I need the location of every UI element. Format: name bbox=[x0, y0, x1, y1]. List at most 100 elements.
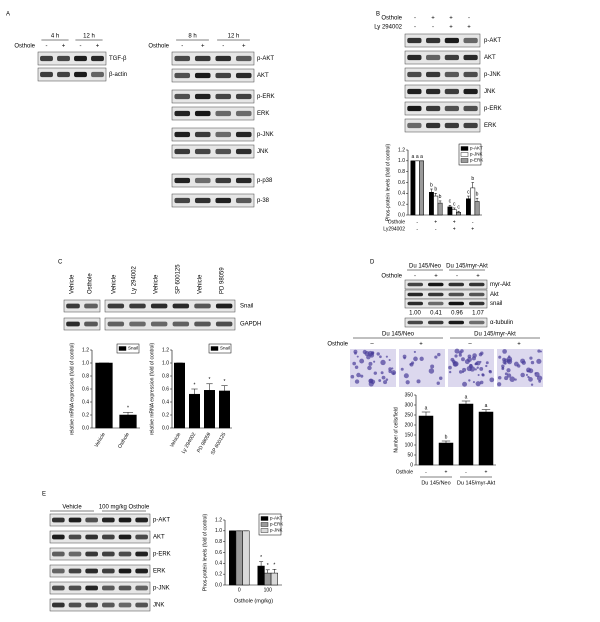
band-label: p-AKT bbox=[257, 56, 274, 62]
header: 8 h bbox=[188, 34, 196, 40]
cell bbox=[388, 367, 392, 371]
cell bbox=[536, 358, 542, 364]
blot-band bbox=[135, 551, 148, 557]
blot-band bbox=[135, 517, 148, 523]
ratio: 0.41 bbox=[430, 311, 442, 317]
sign: - bbox=[416, 219, 418, 225]
cell bbox=[479, 380, 484, 385]
cell bbox=[381, 375, 386, 380]
legend-box bbox=[208, 343, 232, 354]
blot-band bbox=[135, 602, 148, 608]
y-tick-label: 0.8 bbox=[82, 373, 89, 379]
blot-band bbox=[85, 534, 98, 540]
band-label: AKT bbox=[257, 73, 269, 79]
treatment: Osthole bbox=[14, 44, 35, 50]
cell bbox=[413, 356, 418, 362]
cell bbox=[400, 367, 404, 371]
bar bbox=[242, 530, 250, 586]
band-label: p-AKT bbox=[153, 518, 170, 524]
panel-letter: B bbox=[376, 12, 380, 18]
y-tick-label: 0.4 bbox=[215, 561, 222, 567]
blot-band bbox=[174, 110, 191, 117]
y-tick-label: 0.6 bbox=[82, 386, 89, 392]
cell bbox=[503, 361, 507, 365]
blot-band bbox=[427, 320, 444, 325]
blot-band bbox=[194, 93, 211, 100]
sign: - bbox=[222, 44, 224, 50]
blot-band bbox=[463, 54, 478, 61]
bar bbox=[433, 195, 439, 216]
blot-band bbox=[85, 568, 98, 574]
blot-band bbox=[468, 292, 485, 297]
blot-band bbox=[118, 551, 132, 557]
blot-band bbox=[85, 585, 98, 591]
cell bbox=[525, 373, 528, 376]
y-tick-label: 200 bbox=[405, 422, 414, 428]
ratio: 1.00 bbox=[409, 311, 421, 317]
cell bbox=[506, 368, 511, 373]
sign: + bbox=[96, 44, 100, 50]
x-tick-label: 0 bbox=[238, 587, 241, 593]
x-row-label: Osthole bbox=[396, 469, 413, 475]
blot-band bbox=[68, 517, 82, 523]
cell bbox=[354, 379, 360, 384]
blot-strip bbox=[49, 598, 151, 612]
cell bbox=[467, 357, 472, 362]
blot-band bbox=[194, 177, 211, 184]
cell bbox=[506, 358, 513, 365]
bar bbox=[235, 530, 243, 586]
significance: * bbox=[224, 379, 226, 385]
blot-band bbox=[444, 37, 459, 44]
y-tick-label: 350 bbox=[405, 392, 414, 398]
blot-band bbox=[407, 88, 422, 95]
sign: - bbox=[416, 226, 418, 232]
sign: - bbox=[465, 469, 467, 475]
cell bbox=[462, 381, 468, 387]
cell bbox=[481, 373, 485, 376]
cell bbox=[461, 357, 465, 362]
blot-band bbox=[427, 282, 444, 287]
blot-band bbox=[174, 93, 191, 100]
y-tick-label: 0.8 bbox=[162, 373, 169, 379]
cell bbox=[380, 371, 384, 375]
legend-swatch bbox=[460, 146, 469, 151]
blot-band bbox=[150, 321, 168, 327]
bar bbox=[189, 393, 200, 429]
cell bbox=[405, 380, 410, 385]
cell bbox=[526, 370, 529, 373]
blot-strip bbox=[404, 33, 481, 48]
panel-letter: C bbox=[58, 260, 63, 266]
treatment: Osthole bbox=[381, 274, 402, 280]
cell bbox=[476, 366, 479, 369]
bar bbox=[456, 212, 461, 216]
blot-strip bbox=[49, 564, 151, 578]
cell bbox=[489, 377, 495, 383]
bar bbox=[229, 530, 237, 586]
legend-label: p-AKT bbox=[270, 516, 283, 521]
y-tick-label: 1.2 bbox=[398, 147, 405, 153]
blot-band bbox=[107, 321, 125, 327]
cell bbox=[356, 372, 361, 378]
blot-band bbox=[135, 568, 148, 574]
sign: + bbox=[431, 16, 435, 22]
cell bbox=[376, 352, 380, 356]
blot-band bbox=[426, 122, 441, 129]
y-tick-label: 0.0 bbox=[398, 212, 405, 218]
cell bbox=[501, 364, 505, 368]
blot-strip bbox=[63, 299, 101, 313]
legend-label: p-JNK bbox=[270, 528, 283, 533]
blot-band bbox=[463, 122, 478, 129]
blot-band bbox=[194, 131, 211, 138]
cell bbox=[403, 373, 409, 379]
blot-band bbox=[102, 534, 115, 540]
legend-label: p-JNK bbox=[470, 152, 483, 157]
blot-band bbox=[463, 105, 478, 112]
band-label: ERK bbox=[153, 569, 165, 575]
y-tick-label: 1.0 bbox=[215, 528, 222, 534]
bar bbox=[270, 572, 278, 586]
band-label: p-ERK bbox=[484, 106, 502, 112]
y-tick-label: 0.4 bbox=[82, 399, 89, 405]
bar bbox=[257, 565, 265, 586]
cell bbox=[468, 364, 473, 369]
blot-band bbox=[463, 37, 478, 44]
